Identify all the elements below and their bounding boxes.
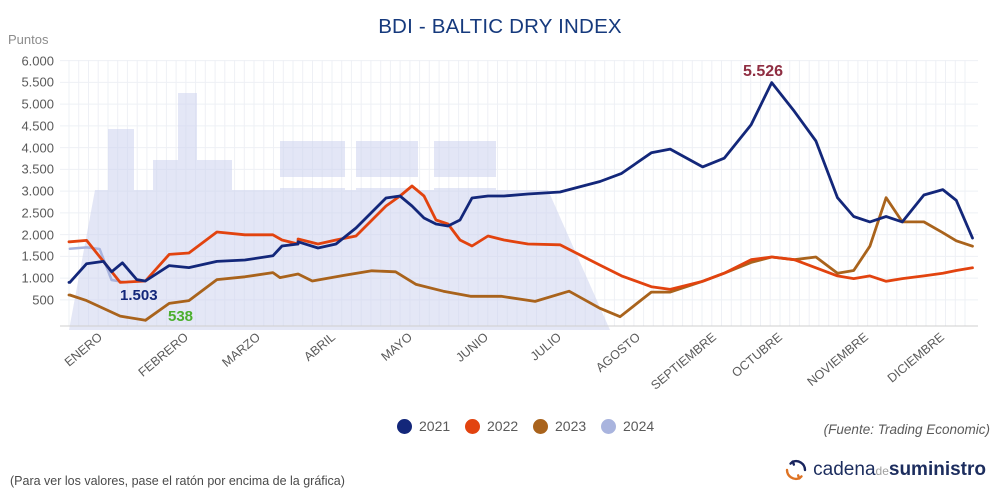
svg-text:5.526: 5.526 bbox=[743, 63, 783, 80]
svg-text:538: 538 bbox=[168, 308, 193, 325]
svg-text:1.503: 1.503 bbox=[120, 287, 158, 304]
